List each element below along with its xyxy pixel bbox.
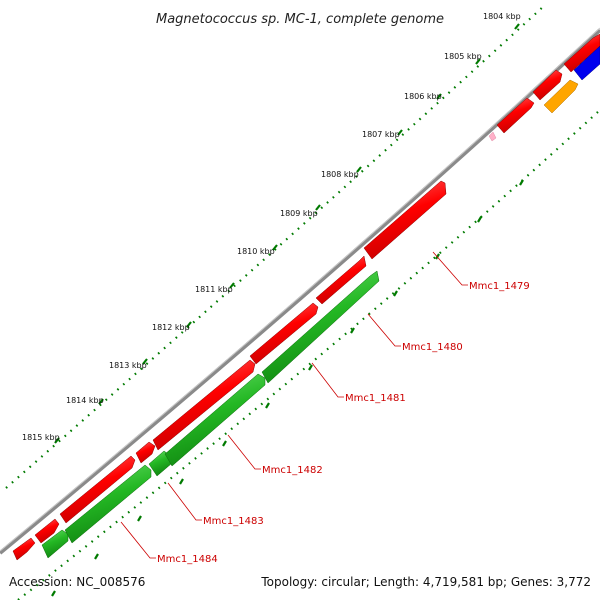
gene-label[interactable]: Mmc1_1479 [469,281,530,292]
gene-feature-forward[interactable] [34,518,60,544]
scale-label: 1806 kbp [404,92,442,101]
genome-backbone-highlight [0,27,600,552]
gene-feature-orange[interactable] [543,79,579,114]
gene-feature-forward[interactable] [532,69,563,101]
genome-backbone [0,28,600,555]
outer-scale-dots [5,4,546,489]
gene-feature-forward[interactable] [496,97,535,134]
gene-feature-forward[interactable] [135,441,156,464]
gene-feature-reverse[interactable] [64,464,152,544]
gene-feature-pink[interactable] [488,131,497,142]
gene-labels: Mmc1_1479 Mmc1_1480 Mmc1_1481 Mmc1_1482 … [157,281,530,565]
scale-label: 1807 kbp [362,130,400,139]
gene-feature-reverse[interactable] [261,270,380,384]
gene-feature-forward[interactable] [12,537,36,561]
gene-feature-forward[interactable] [363,180,447,260]
scale-labels: 1804 kbp 1805 kbp 1806 kbp 1807 kbp 1808… [22,12,521,442]
scale-label: 1804 kbp [483,12,521,21]
gene-feature-reverse[interactable] [164,373,266,467]
scale-label: 1808 kbp [321,170,359,179]
scale-label: 1815 kbp [22,433,60,442]
accession-text: Accession: NC_008576 [9,575,145,589]
gene-label[interactable]: Mmc1_1483 [203,516,264,527]
gene-feature-forward[interactable] [152,359,256,451]
scale-label: 1809 kbp [280,209,318,218]
gene-feature-forward[interactable] [315,255,367,305]
gene-label-leaders [120,251,468,559]
gene-feature-forward[interactable] [563,33,600,73]
gene-feature-forward[interactable] [59,455,136,524]
reverse-strand-genes [41,270,380,559]
gene-label[interactable]: Mmc1_1481 [345,393,406,404]
gene-label[interactable]: Mmc1_1480 [402,342,463,353]
gene-label[interactable]: Mmc1_1484 [157,554,218,565]
topology-text: Topology: circular; Length: 4,719,581 bp… [260,575,591,589]
forward-strand-genes [12,33,600,561]
gene-feature-blue[interactable] [573,45,600,81]
scale-label: 1814 kbp [66,396,104,405]
gene-feature-reverse[interactable] [41,529,69,559]
scale-label: 1805 kbp [444,52,482,61]
inner-scale-dots [17,109,600,600]
gene-feature-forward[interactable] [249,302,319,365]
gene-label[interactable]: Mmc1_1482 [262,465,323,476]
inner-major-ticks [51,179,524,597]
scale-label: 1811 kbp [195,285,233,294]
outer-major-ticks [54,23,520,444]
scale-label: 1813 kbp [109,361,147,370]
map-title: Magnetococcus sp. MC-1, complete genome [156,12,444,27]
scale-label: 1810 kbp [237,247,275,256]
scale-label: 1812 kbp [152,323,190,332]
